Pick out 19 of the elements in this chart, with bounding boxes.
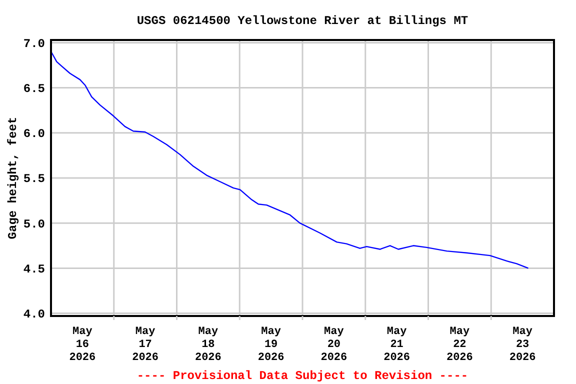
- y-tick-label: 5.5: [23, 172, 45, 186]
- x-tick-label: May 22 2026: [446, 326, 473, 364]
- y-axis-title: Gage height, feet: [6, 116, 20, 240]
- y-tick-label: 5.0: [23, 217, 45, 232]
- y-tick-label: 4.5: [23, 262, 45, 276]
- y-tick-label: 7.0: [23, 36, 45, 51]
- chart-title: USGS 06214500 Yellowstone River at Billings MT: [136, 14, 468, 28]
- x-tick-label: May 16 2026: [69, 326, 96, 364]
- x-tick-label: May 19 2026: [258, 326, 284, 364]
- y-tick-label: 6.0: [23, 127, 45, 142]
- x-tick-label: May 17 2026: [132, 326, 159, 364]
- x-tick-label: May 20 2026: [320, 326, 348, 364]
- x-tick-label: May 21 2026: [384, 326, 410, 364]
- line-series: [51, 52, 529, 269]
- y-tick-label: 6.5: [23, 82, 45, 96]
- text: ---- Provisional Data Subject to Revision ----: [136, 369, 468, 383]
- x-tick-label: May 23 2026: [509, 326, 536, 364]
- y-tick-label: 4.0: [23, 307, 45, 322]
- x-tick-label: May 18 2026: [194, 326, 222, 364]
